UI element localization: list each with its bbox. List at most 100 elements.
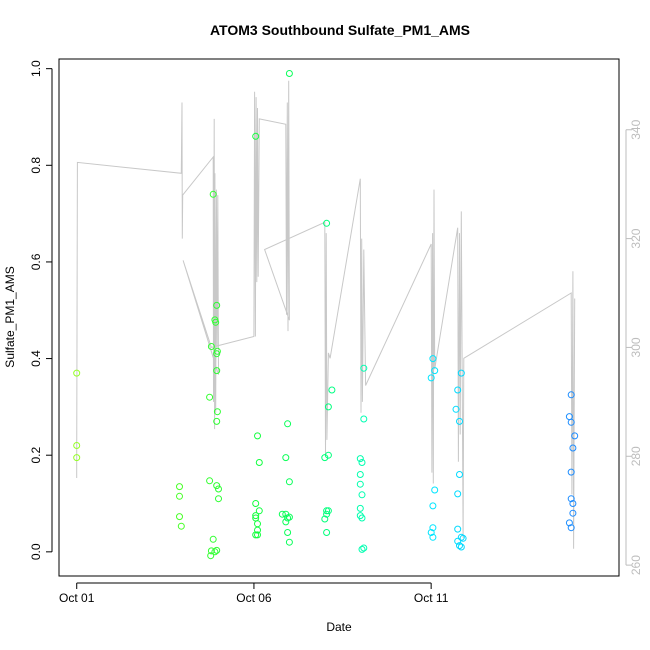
data-point bbox=[454, 537, 462, 545]
data-point bbox=[429, 355, 437, 363]
y-tick-label: 0.0 bbox=[29, 543, 43, 560]
y2-tick-label: 280 bbox=[629, 446, 643, 466]
y-tick-label: 1.0 bbox=[29, 60, 43, 77]
data-point bbox=[569, 444, 577, 452]
data-point bbox=[254, 432, 261, 440]
data-point bbox=[215, 485, 222, 493]
data-point bbox=[321, 515, 329, 523]
data-point bbox=[431, 486, 439, 494]
data-point bbox=[209, 190, 217, 198]
data-point bbox=[324, 451, 332, 459]
series-line bbox=[76, 80, 576, 549]
data-point bbox=[324, 403, 332, 411]
data-point bbox=[358, 514, 366, 522]
data-point bbox=[567, 418, 575, 426]
data-point bbox=[323, 529, 331, 536]
data-point bbox=[282, 518, 290, 526]
data-point bbox=[73, 369, 81, 377]
data-point bbox=[567, 495, 575, 503]
data-point bbox=[456, 417, 463, 425]
data-point bbox=[176, 483, 183, 491]
data-point bbox=[356, 504, 364, 512]
data-point bbox=[429, 533, 437, 541]
data-point bbox=[207, 343, 215, 350]
data-point bbox=[206, 393, 214, 401]
data-point bbox=[569, 500, 577, 507]
data-point bbox=[282, 454, 290, 462]
data-point bbox=[278, 510, 286, 518]
data-point bbox=[206, 477, 214, 485]
y2-tick-label: 340 bbox=[629, 119, 643, 139]
data-point bbox=[254, 531, 261, 539]
data-point bbox=[565, 519, 573, 527]
y2-tick-label: 320 bbox=[629, 228, 643, 248]
data-point bbox=[255, 507, 263, 515]
data-point bbox=[176, 492, 183, 500]
data-point bbox=[569, 509, 577, 517]
data-point bbox=[454, 490, 462, 498]
data-point bbox=[360, 364, 368, 372]
y-tick-label: 0.8 bbox=[29, 157, 43, 174]
data-point bbox=[73, 454, 81, 462]
y-tick-label: 0.6 bbox=[29, 253, 43, 270]
data-point bbox=[324, 507, 332, 515]
y2-tick-label: 260 bbox=[629, 555, 643, 575]
chart-title: ATOM3 Southbound Sulfate_PM1_AMS bbox=[210, 22, 470, 38]
data-point bbox=[213, 347, 221, 355]
data-point bbox=[73, 442, 81, 449]
data-point bbox=[358, 545, 366, 553]
data-point bbox=[323, 510, 331, 518]
data-point bbox=[321, 454, 329, 462]
data-point bbox=[213, 367, 221, 375]
data-point bbox=[567, 524, 575, 532]
data-point bbox=[459, 534, 467, 542]
data-point bbox=[567, 468, 575, 476]
data-point bbox=[571, 432, 579, 440]
data-point bbox=[177, 522, 185, 530]
data-point bbox=[212, 318, 220, 326]
data-point bbox=[209, 535, 217, 543]
data-point bbox=[213, 546, 221, 554]
data-point bbox=[213, 417, 221, 425]
data-point bbox=[358, 459, 366, 466]
y-axis-label: Sulfate_PM1_AMS bbox=[3, 266, 17, 367]
data-point bbox=[213, 408, 221, 416]
x-tick-label: Oct 11 bbox=[414, 591, 449, 605]
x-axis-label: Date bbox=[326, 620, 352, 634]
data-point bbox=[429, 524, 437, 532]
y2-tick-label: 300 bbox=[629, 337, 643, 357]
data-point bbox=[456, 542, 463, 550]
data-point bbox=[429, 502, 437, 510]
data-point bbox=[356, 455, 364, 463]
data-point bbox=[360, 544, 368, 552]
data-point bbox=[427, 529, 435, 536]
axis-layer: 0.0 0.2 0.4 0.6 0.8 1.0 Oct 01 Oct 06 Oct 11 260 2… bbox=[29, 60, 643, 605]
data-point bbox=[211, 548, 219, 556]
data-point bbox=[284, 529, 292, 536]
data-point bbox=[457, 543, 465, 551]
y-tick-label: 0.4 bbox=[29, 350, 43, 367]
scatter-point-layer bbox=[73, 70, 579, 560]
plot-area-border bbox=[58, 58, 620, 577]
data-point bbox=[213, 301, 221, 309]
data-point bbox=[284, 420, 292, 428]
data-point bbox=[285, 538, 293, 546]
secondary-line-layer bbox=[76, 80, 576, 549]
data-point bbox=[456, 471, 463, 478]
data-point bbox=[360, 415, 368, 423]
data-point bbox=[252, 132, 260, 140]
data-point bbox=[328, 386, 336, 394]
data-point bbox=[255, 459, 263, 466]
data-point bbox=[356, 480, 364, 488]
data-point bbox=[452, 405, 460, 413]
data-point bbox=[252, 500, 260, 507]
data-point bbox=[215, 495, 222, 503]
data-point bbox=[454, 386, 462, 394]
data-point bbox=[207, 547, 215, 555]
data-point bbox=[356, 471, 364, 478]
data-point bbox=[457, 369, 465, 377]
data-point bbox=[285, 478, 293, 486]
data-point bbox=[252, 512, 260, 520]
